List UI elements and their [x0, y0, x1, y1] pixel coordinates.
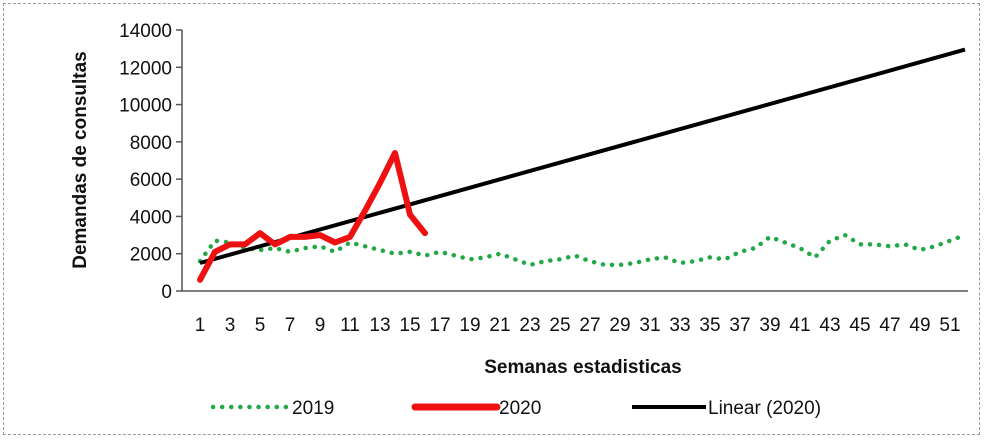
- y-tick-label: 6000: [130, 170, 172, 191]
- x-tick-label: 49: [909, 315, 930, 336]
- x-tick-label: 13: [369, 315, 390, 336]
- x-tick-label: 17: [429, 315, 450, 336]
- x-tick-label: 27: [579, 315, 600, 336]
- y-axis: 0 2000 4000 6000 8000 10000 12000 14000: [119, 21, 183, 303]
- x-tick-label: 9: [315, 315, 326, 336]
- x-tick-label: 39: [759, 315, 780, 336]
- y-axis-title: Demandas de consultas: [70, 51, 91, 269]
- x-tick-label: 7: [285, 315, 296, 336]
- x-tick-label: 23: [519, 315, 540, 336]
- x-tick-label: 1: [195, 315, 206, 336]
- x-tick-label: 47: [879, 315, 900, 336]
- y-tick-label: 0: [161, 282, 172, 303]
- x-tick-label: 19: [459, 315, 480, 336]
- x-tick-label: 45: [849, 315, 870, 336]
- series-line-linear-2020: [199, 47, 966, 265]
- legend-label: Linear (2020): [708, 398, 821, 419]
- x-tick-label: 31: [639, 315, 660, 336]
- x-tick-label: 15: [399, 315, 420, 336]
- x-axis: 1 3 5 7 9 11 13 15 17 19 21 23 25 27 29 31 33 35 37 39 41 43 4…: [182, 290, 968, 336]
- legend-label: 2020: [499, 398, 541, 419]
- series-line-2020: [197, 150, 428, 283]
- y-tick-label: 4000: [130, 207, 172, 228]
- x-tick-label: 43: [819, 315, 840, 336]
- y-tick-label: 12000: [119, 58, 172, 79]
- y-tick-label: 8000: [130, 133, 172, 154]
- x-tick-label: 25: [549, 315, 570, 336]
- x-tick-label: 11: [340, 315, 360, 336]
- x-tick-label: 5: [255, 315, 266, 336]
- y-tick-label: 10000: [119, 96, 172, 117]
- series-layer: [197, 47, 968, 283]
- legend-label: 2019: [292, 398, 334, 419]
- x-tick-label: 41: [789, 315, 810, 336]
- x-tick-label: 37: [729, 315, 750, 336]
- x-tick-label: 35: [699, 315, 720, 336]
- x-tick-label: 3: [225, 315, 236, 336]
- x-tick-label: 33: [669, 315, 690, 336]
- legend: 2019 2020 Linear (2020): [210, 398, 821, 419]
- y-tick-label: 2000: [130, 245, 172, 266]
- chart-frame: [3, 3, 980, 435]
- x-tick-label: 29: [609, 315, 630, 336]
- y-tick-label: 14000: [119, 21, 172, 42]
- series-line-2019: [197, 232, 968, 268]
- x-tick-label: 51: [939, 315, 960, 336]
- x-tick-label: 21: [489, 315, 510, 336]
- x-axis-title: Semanas estadisticas: [484, 357, 682, 378]
